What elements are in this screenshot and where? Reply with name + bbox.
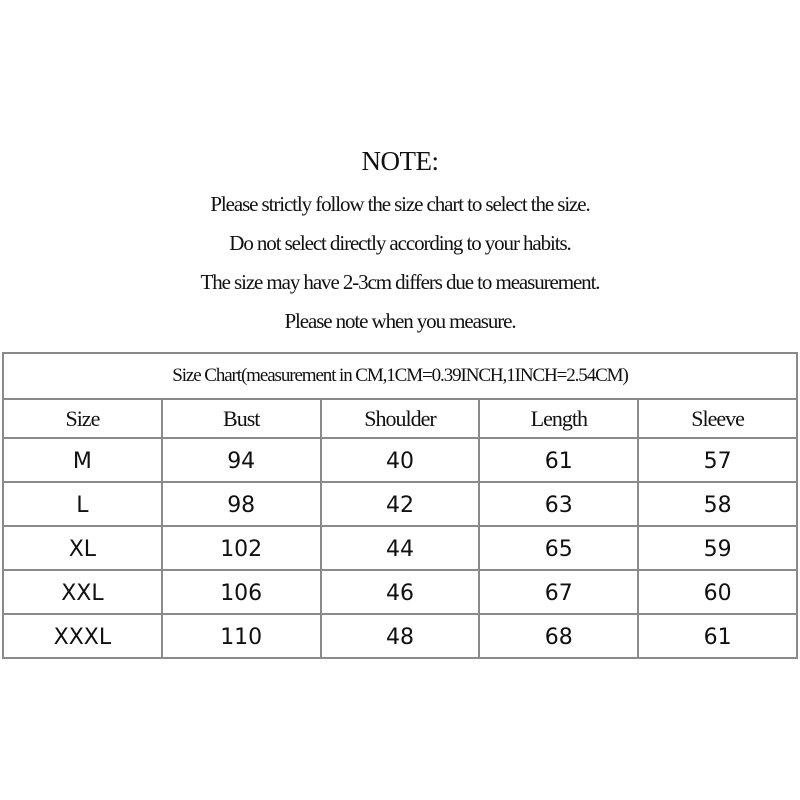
note-title: NOTE: [361, 146, 439, 176]
table-cell: 67 [478, 569, 640, 615]
table-cell: 40 [319, 437, 481, 483]
table-row: XXXL 110 48 68 61 [2, 613, 798, 659]
table-cell: 106 [160, 569, 322, 615]
column-header-bust: Bust [160, 398, 322, 439]
table-cell: 46 [319, 569, 481, 615]
column-header-sleeve: Sleeve [637, 398, 798, 439]
table-cell: 44 [319, 525, 481, 571]
table-cell: XXL [2, 569, 163, 615]
table-cell: 57 [637, 437, 798, 483]
table-cell: 98 [160, 481, 322, 527]
table-cell: XL [2, 525, 163, 571]
table-row: XL 102 44 65 59 [2, 525, 798, 571]
table-cell: 42 [319, 481, 481, 527]
table-cell: 48 [319, 613, 481, 659]
table-row: XXL 106 46 67 60 [2, 569, 798, 615]
table-cell: 68 [478, 613, 640, 659]
table-caption-row: Size Chart(measurement in CM,1CM=0.39INC… [2, 352, 798, 400]
table-cell: 65 [478, 525, 640, 571]
table-cell: M [2, 437, 163, 483]
table-row: L 98 42 63 58 [2, 481, 798, 527]
table-cell: L [2, 481, 163, 527]
note-line: The size may have 2-3cm differs due to m… [200, 270, 601, 294]
column-header-size: Size [2, 398, 163, 439]
table-cell: 61 [637, 613, 798, 659]
table-cell: 102 [160, 525, 322, 571]
table-cell: 63 [478, 481, 640, 527]
table-cell: 59 [637, 525, 798, 571]
column-header-shoulder: Shoulder [319, 398, 481, 439]
note-line: Please strictly follow the size chart to… [210, 192, 590, 216]
note-line: Do not select directly according to your… [229, 231, 572, 255]
size-chart-table: Size Chart(measurement in CM,1CM=0.39INC… [2, 352, 798, 659]
table-cell: XXXL [2, 613, 163, 659]
table-caption: Size Chart(measurement in CM,1CM=0.39INC… [2, 352, 798, 400]
table-cell: 60 [637, 569, 798, 615]
column-header-length: Length [478, 398, 640, 439]
table-cell: 110 [160, 613, 322, 659]
table-header-row: Size Bust Shoulder Length Sleeve [2, 398, 798, 439]
note-line: Please note when you measure. [284, 309, 516, 333]
table-row: M 94 40 61 57 [2, 437, 798, 483]
table-cell: 61 [478, 437, 640, 483]
table-cell: 94 [160, 437, 322, 483]
table-cell: 58 [637, 481, 798, 527]
